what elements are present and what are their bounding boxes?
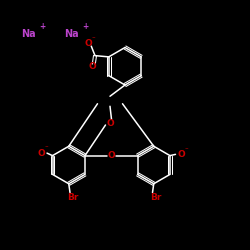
Text: O: O — [106, 119, 114, 128]
Text: O: O — [108, 151, 115, 160]
Text: ⁻: ⁻ — [44, 146, 48, 152]
Text: O: O — [177, 150, 185, 159]
Text: Br: Br — [150, 193, 162, 202]
Text: O: O — [85, 39, 93, 48]
Text: +: + — [82, 22, 88, 31]
Text: O: O — [38, 148, 45, 158]
Text: Br: Br — [68, 193, 79, 202]
Text: O: O — [89, 62, 96, 72]
Text: ⁻: ⁻ — [92, 36, 95, 42]
Text: ⁻: ⁻ — [184, 147, 188, 153]
Text: Na: Na — [64, 29, 78, 39]
Text: +: + — [40, 22, 46, 31]
Text: Na: Na — [22, 29, 36, 39]
